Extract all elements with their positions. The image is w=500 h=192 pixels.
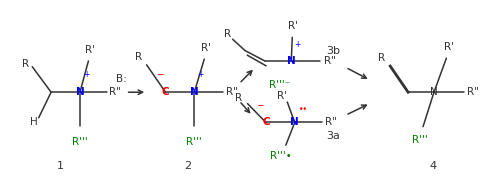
- Text: R': R': [201, 43, 211, 53]
- Text: −: −: [156, 69, 164, 78]
- Text: 1: 1: [56, 161, 64, 171]
- Text: −: −: [256, 101, 264, 110]
- Text: R''': R''': [186, 137, 202, 147]
- Text: 2: 2: [184, 161, 192, 171]
- Text: R': R': [85, 45, 95, 55]
- Text: 3a: 3a: [326, 131, 340, 141]
- Text: R: R: [236, 93, 242, 103]
- Text: R: R: [378, 53, 386, 63]
- Text: H: H: [30, 117, 38, 127]
- Text: +: +: [294, 40, 301, 49]
- Text: N: N: [290, 118, 299, 127]
- Text: R": R": [467, 87, 478, 97]
- Text: R': R': [444, 42, 454, 52]
- Text: R': R': [288, 21, 298, 31]
- Text: N: N: [190, 87, 198, 97]
- Text: B:: B:: [116, 74, 127, 84]
- Text: N: N: [76, 87, 84, 97]
- Text: R": R": [109, 87, 120, 97]
- Text: +: +: [83, 70, 89, 79]
- Text: R''': R''': [412, 135, 428, 145]
- Text: ••: ••: [298, 105, 308, 114]
- Text: R''': R''': [72, 137, 88, 147]
- Text: C: C: [262, 118, 270, 127]
- Text: N: N: [287, 56, 296, 66]
- Text: R: R: [224, 29, 231, 39]
- Text: R: R: [22, 59, 29, 69]
- Text: R'''•: R'''•: [270, 151, 291, 161]
- Text: C: C: [162, 87, 170, 97]
- Text: R: R: [134, 52, 141, 62]
- Text: R": R": [325, 118, 337, 127]
- Text: 4: 4: [430, 161, 436, 171]
- Text: R': R': [278, 91, 287, 101]
- Text: R": R": [226, 87, 237, 97]
- Text: R": R": [324, 56, 336, 66]
- Text: 3b: 3b: [326, 46, 340, 56]
- Text: R'''⁻: R'''⁻: [269, 80, 290, 90]
- Text: +: +: [198, 70, 204, 79]
- Text: N: N: [430, 87, 438, 97]
